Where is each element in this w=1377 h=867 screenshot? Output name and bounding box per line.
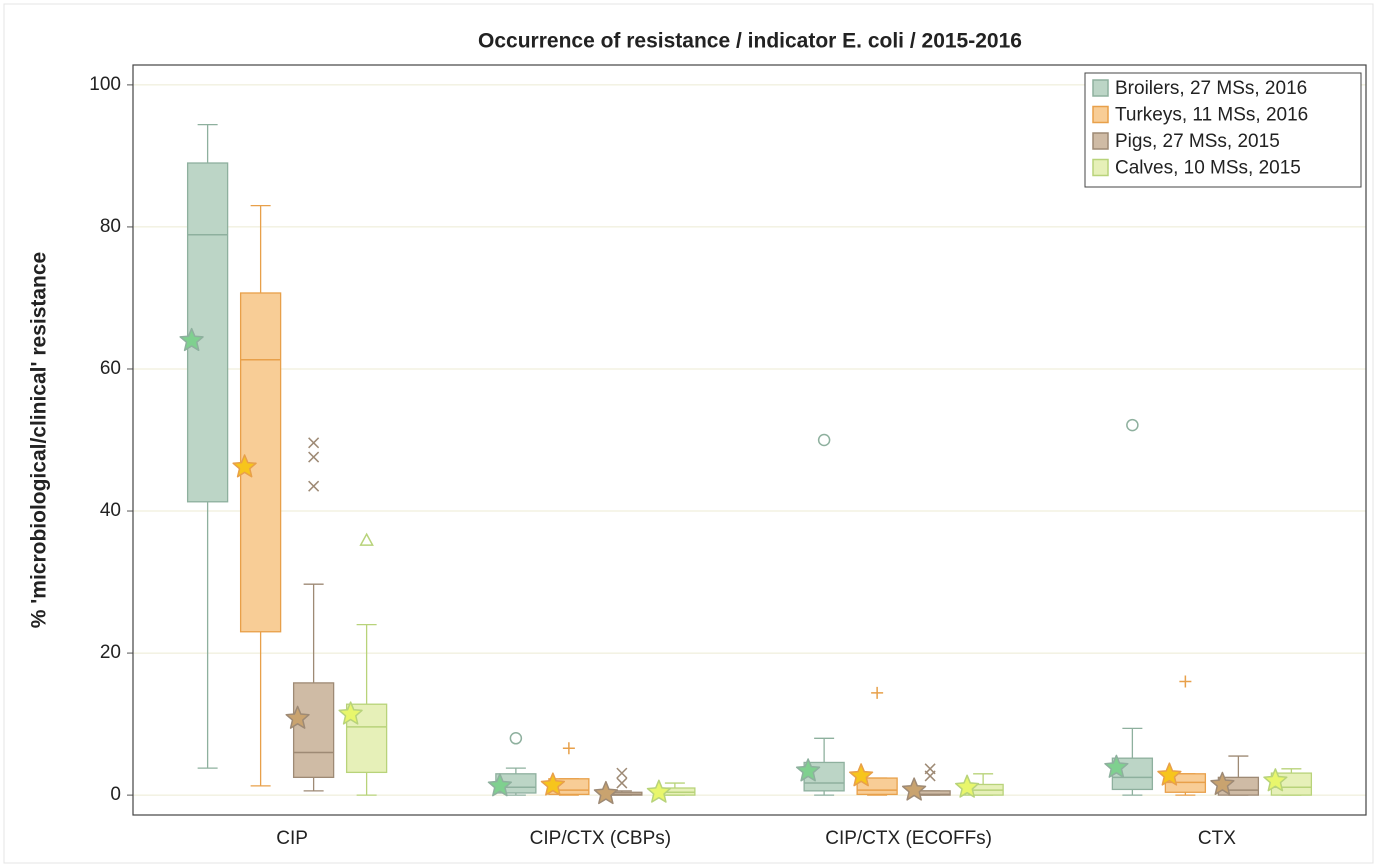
mean-star	[338, 701, 363, 725]
mean-star	[1263, 768, 1288, 792]
mean-star	[646, 779, 672, 803]
outlier	[616, 767, 628, 779]
box	[186, 162, 229, 503]
outlier	[509, 732, 523, 745]
outlier	[308, 451, 320, 463]
mean-star	[232, 454, 257, 478]
x-tick-label: CTX	[1198, 828, 1236, 849]
outlier	[308, 437, 320, 449]
outlier	[871, 686, 884, 699]
outlier	[562, 742, 575, 755]
legend-label: Calves, 10 MSs, 2015	[1115, 158, 1301, 179]
y-tick-label: 60	[100, 358, 121, 379]
mean-star	[1157, 762, 1182, 786]
outlier	[817, 433, 831, 447]
legend-swatch	[1092, 79, 1109, 97]
mean-star	[901, 777, 927, 801]
y-tick-label: 20	[100, 642, 121, 663]
legend-label: Broilers, 27 MSs, 2016	[1115, 78, 1307, 99]
plot-area	[132, 64, 1367, 816]
chart-title: Occurrence of resistance / indicator E. …	[478, 30, 1022, 53]
outlier	[1179, 675, 1192, 688]
mean-star	[179, 327, 204, 352]
box	[292, 682, 335, 779]
x-tick-label: CIP/CTX (CBPs)	[530, 828, 671, 849]
legend-swatch	[1092, 132, 1109, 150]
x-tick-label: CIP/CTX (ECOFFs)	[825, 828, 992, 849]
legend-box	[1084, 72, 1362, 188]
outlier	[308, 480, 320, 492]
y-tick-label: 80	[100, 216, 121, 237]
legend-label: Pigs, 27 MSs, 2015	[1115, 131, 1280, 152]
outlier	[924, 770, 936, 782]
mean-star	[593, 780, 619, 805]
mean-star	[1104, 754, 1129, 778]
y-axis-label: % 'microbiological/clinical' resistance	[28, 252, 51, 628]
legend-label: Turkeys, 11 MSs, 2016	[1115, 105, 1308, 126]
y-tick-label: 0	[110, 784, 121, 805]
outlier	[1126, 418, 1139, 432]
mean-star	[848, 763, 874, 787]
mean-star	[1210, 771, 1235, 795]
mean-star	[954, 774, 980, 798]
y-tick-label: 40	[100, 500, 121, 521]
legend-swatch	[1092, 105, 1109, 124]
mean-star	[285, 705, 310, 729]
mean-star	[487, 773, 513, 797]
x-tick-label: CIP	[276, 828, 308, 849]
outlier	[616, 777, 628, 789]
outlier	[359, 532, 374, 546]
legend-swatch	[1092, 158, 1109, 177]
y-tick-label: 100	[89, 74, 121, 95]
mean-star	[540, 772, 566, 796]
mean-star	[795, 758, 821, 782]
legend: Broilers, 27 MSs, 2016 Turkeys, 11 MSs, 2…	[1084, 72, 1362, 188]
